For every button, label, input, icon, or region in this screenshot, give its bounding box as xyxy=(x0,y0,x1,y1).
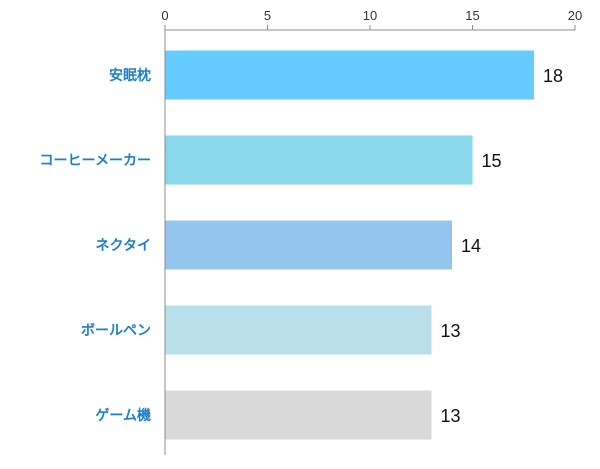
bars xyxy=(165,50,534,440)
x-tick-label: 15 xyxy=(465,8,479,23)
category-label: ネクタイ xyxy=(96,238,151,254)
data-labels: 18 15 14 13 13 xyxy=(441,66,564,426)
x-tick-label: 10 xyxy=(363,8,377,23)
data-label: 15 xyxy=(482,151,502,171)
data-label: 14 xyxy=(461,236,481,256)
x-tick-label: 20 xyxy=(568,8,582,23)
data-label: 13 xyxy=(441,406,461,426)
category-label: ゲーム機 xyxy=(95,407,151,424)
bar xyxy=(165,220,452,270)
x-tick-label: 5 xyxy=(264,8,271,23)
x-axis-ticks: 0 5 10 15 20 xyxy=(161,8,582,30)
bar xyxy=(165,135,473,185)
category-label: ボールペン xyxy=(81,323,151,339)
data-label: 18 xyxy=(543,66,563,86)
data-label: 13 xyxy=(441,321,461,341)
bar xyxy=(165,305,432,355)
bar xyxy=(165,390,432,440)
x-tick-label: 0 xyxy=(161,8,168,23)
category-label: コーヒーメーカー xyxy=(40,153,151,169)
category-label: 安眠枕 xyxy=(109,67,151,84)
bar xyxy=(165,50,534,100)
